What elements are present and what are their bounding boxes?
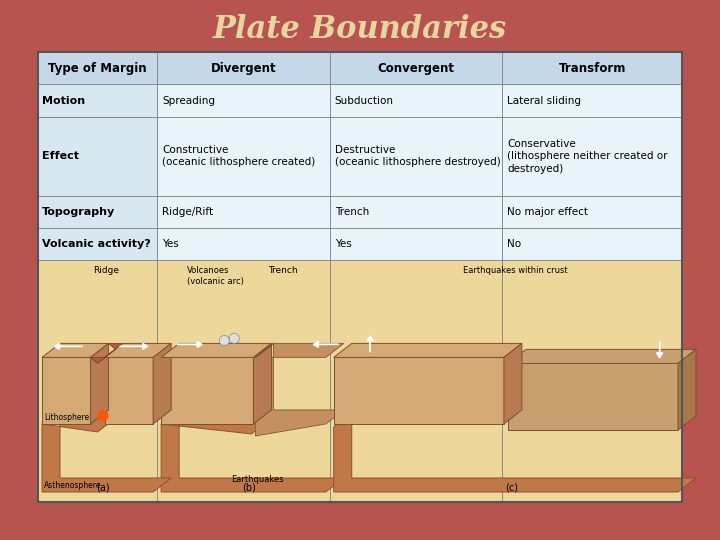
Circle shape <box>229 333 239 343</box>
Text: Trench: Trench <box>335 207 369 217</box>
Bar <box>503 84 682 117</box>
Text: Yes: Yes <box>162 239 179 249</box>
Polygon shape <box>91 343 109 424</box>
Text: Transform: Transform <box>559 62 626 75</box>
Text: Constructive
(oceanic lithosphere created): Constructive (oceanic lithosphere create… <box>162 145 315 167</box>
Circle shape <box>98 411 108 421</box>
Text: Ridge/Rift: Ridge/Rift <box>162 207 213 217</box>
Polygon shape <box>678 349 696 430</box>
Bar <box>157 260 330 502</box>
Bar <box>503 260 682 502</box>
Text: Plate Boundaries: Plate Boundaries <box>213 15 507 45</box>
Bar <box>38 52 682 502</box>
Text: Subduction: Subduction <box>335 96 394 106</box>
Text: (a): (a) <box>96 483 109 493</box>
Polygon shape <box>508 349 696 363</box>
Text: Type of Margin: Type of Margin <box>48 62 147 75</box>
Text: Divergent: Divergent <box>211 62 276 75</box>
Bar <box>330 228 503 260</box>
Text: (c): (c) <box>505 483 518 493</box>
Polygon shape <box>508 363 678 430</box>
FancyArrow shape <box>120 343 148 349</box>
Text: Yes: Yes <box>335 239 351 249</box>
FancyArrow shape <box>177 341 202 347</box>
FancyArrow shape <box>657 342 662 358</box>
Polygon shape <box>153 343 171 424</box>
Polygon shape <box>42 410 171 492</box>
Polygon shape <box>504 343 522 424</box>
Polygon shape <box>104 357 153 424</box>
Bar <box>157 228 330 260</box>
Bar <box>38 228 157 260</box>
Circle shape <box>219 335 229 346</box>
Text: Asthenosphere: Asthenosphere <box>44 481 102 490</box>
Bar <box>503 52 682 84</box>
Text: (b): (b) <box>242 483 256 493</box>
Bar <box>38 84 157 117</box>
Polygon shape <box>161 357 253 424</box>
Polygon shape <box>253 343 271 424</box>
Bar <box>503 195 682 228</box>
Bar <box>38 117 157 195</box>
Text: Volcanoes
(volcanic arc): Volcanoes (volcanic arc) <box>187 266 244 286</box>
Polygon shape <box>42 343 109 357</box>
Text: Volcanic activity?: Volcanic activity? <box>42 239 150 249</box>
Polygon shape <box>256 343 343 436</box>
Polygon shape <box>161 410 343 492</box>
Text: Spreading: Spreading <box>162 96 215 106</box>
Polygon shape <box>104 343 171 357</box>
FancyArrow shape <box>313 341 338 347</box>
Text: Destructive
(oceanic lithosphere destroyed): Destructive (oceanic lithosphere destroy… <box>335 145 500 167</box>
Text: No: No <box>508 239 521 249</box>
FancyArrow shape <box>367 336 373 352</box>
Bar <box>38 52 682 502</box>
Text: Trench: Trench <box>269 266 298 275</box>
Polygon shape <box>334 413 696 492</box>
Bar <box>157 117 330 195</box>
Text: Lithosphere: Lithosphere <box>44 413 89 422</box>
Polygon shape <box>42 357 91 424</box>
Text: Conservative
(lithosphere neither created or
destroyed): Conservative (lithosphere neither create… <box>508 139 668 173</box>
Text: Earthquakes within crust: Earthquakes within crust <box>462 266 567 275</box>
Bar <box>330 195 503 228</box>
Bar <box>157 195 330 228</box>
Text: Convergent: Convergent <box>377 62 454 75</box>
Bar <box>330 260 503 502</box>
Polygon shape <box>334 343 522 357</box>
Polygon shape <box>334 357 504 424</box>
Text: Earthquakes: Earthquakes <box>231 476 284 484</box>
Text: Motion: Motion <box>42 96 85 106</box>
Text: Ridge: Ridge <box>94 266 120 275</box>
Bar <box>330 52 503 84</box>
Bar <box>157 84 330 117</box>
Text: Topography: Topography <box>42 207 115 217</box>
Polygon shape <box>91 343 122 363</box>
Bar <box>330 84 503 117</box>
Text: Effect: Effect <box>42 151 79 161</box>
Bar <box>503 228 682 260</box>
Bar <box>38 260 157 502</box>
Polygon shape <box>161 343 271 357</box>
Bar <box>38 52 157 84</box>
Bar <box>503 117 682 195</box>
FancyArrow shape <box>55 343 83 349</box>
Text: No major effect: No major effect <box>508 207 588 217</box>
Bar <box>157 52 330 84</box>
Text: Lateral sliding: Lateral sliding <box>508 96 581 106</box>
Bar <box>330 117 503 195</box>
Bar <box>38 195 157 228</box>
